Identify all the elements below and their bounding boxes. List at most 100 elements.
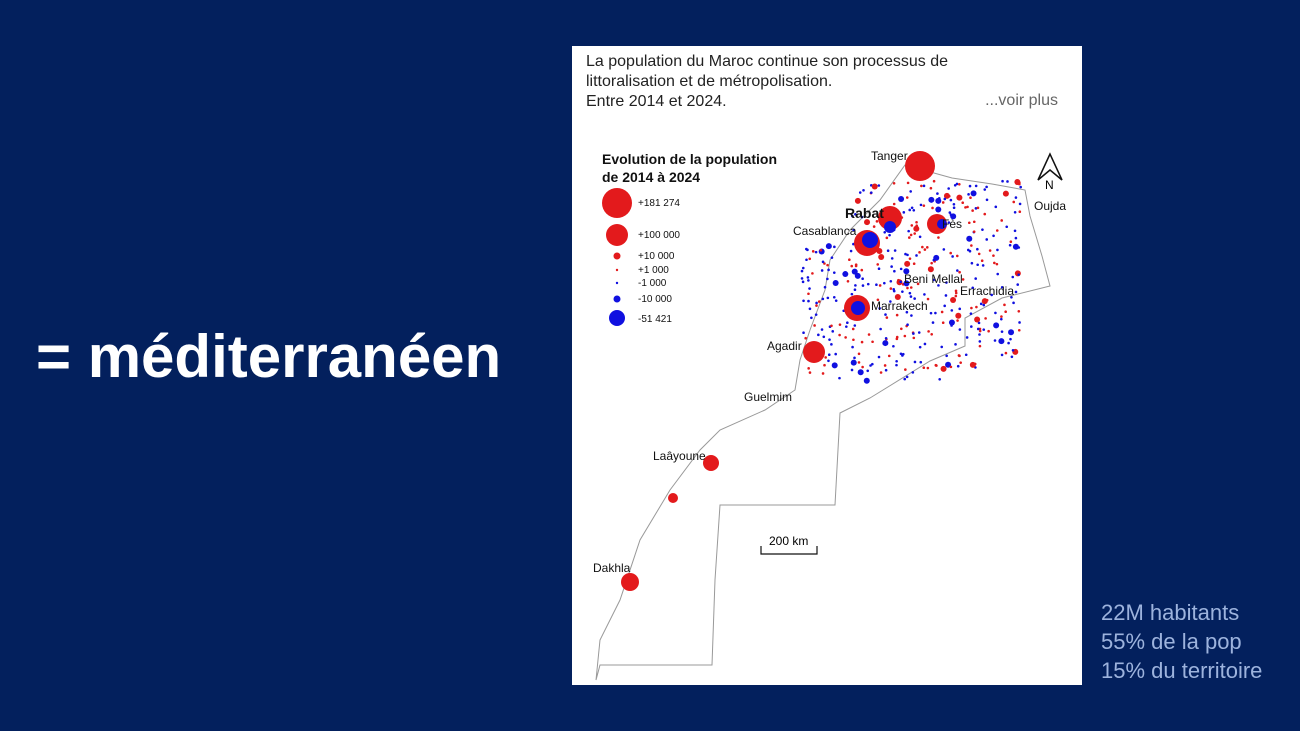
dot [815,304,818,307]
dot [848,258,851,262]
dot [915,224,919,228]
dot [813,324,816,327]
dot [831,362,838,369]
dot [1004,310,1007,314]
dot [889,287,893,290]
dot [952,206,956,210]
dot [894,293,901,300]
dot [967,221,971,225]
dot [830,256,834,259]
dot [931,206,934,210]
dot [1009,337,1012,341]
dot [947,194,951,198]
dot [805,247,808,251]
dot [932,179,936,183]
dot [808,287,811,290]
caption-line: littoralisation et de métropolisation. [586,73,833,90]
dot [892,344,895,348]
dot [935,206,942,213]
see-more[interactable]: ...voir plus [985,92,1058,109]
dot [978,333,981,336]
dot [945,281,948,284]
dot [956,319,959,322]
stat: 15% du territoire [1101,658,1263,683]
dot [851,214,854,218]
blue-circles [851,219,947,315]
dot [897,278,900,282]
dot [906,253,909,257]
dot [934,311,937,315]
dot [903,268,910,275]
dot [1008,329,1015,336]
dot [1018,202,1022,206]
dot [861,284,865,287]
dot [998,338,1005,345]
dot [926,366,930,370]
dot [864,219,871,226]
dot [950,213,957,220]
dot [921,245,924,249]
dot [879,371,883,374]
dot [976,247,979,251]
dot [892,288,896,291]
dot [958,354,961,358]
dot [909,190,912,193]
dot [919,203,923,207]
dot [885,316,889,319]
dot [910,314,913,317]
dot [1013,229,1017,233]
dot [941,321,945,325]
dot [992,254,995,257]
country-outline [595,164,1051,681]
dot [823,363,826,367]
dot [895,363,898,367]
dot [850,368,854,372]
dot [949,198,953,202]
dot [903,334,907,338]
dot [976,263,979,267]
dot [909,233,913,237]
dot [983,188,987,191]
city-label: Agadir [767,339,802,353]
dot [820,269,824,272]
dot [931,321,935,324]
dot [912,208,916,212]
dot [890,265,893,268]
dot [993,339,997,342]
scale-label: 200 km [769,534,808,548]
dot [811,250,815,253]
dot [912,336,916,340]
dot [846,280,850,283]
dot [905,310,909,314]
dot [904,252,907,256]
dot [853,356,856,360]
dot [969,196,972,200]
dot [821,297,825,301]
dot [920,184,923,188]
legend-title: Evolution de la population [602,151,777,167]
dot [1003,303,1006,307]
dot [948,211,952,214]
dot [804,336,807,340]
dot [952,202,956,206]
dot [817,300,821,303]
dot [958,307,962,311]
stat: 22M habitants [1101,600,1240,625]
dot [927,266,934,273]
dot [978,340,982,343]
dot [853,324,857,327]
dot [913,232,916,235]
dot [846,321,849,325]
dot [958,270,961,274]
city-labels: Tanger Oujda Rabat Casablanca Fès Beni Mellal… [593,149,1066,575]
dot [966,248,970,252]
dot [800,269,804,273]
dot [854,272,861,279]
dot [918,345,922,349]
dot [872,225,876,228]
dot [948,319,955,326]
dot [987,329,990,333]
dot [1004,351,1008,355]
dot [828,338,831,341]
